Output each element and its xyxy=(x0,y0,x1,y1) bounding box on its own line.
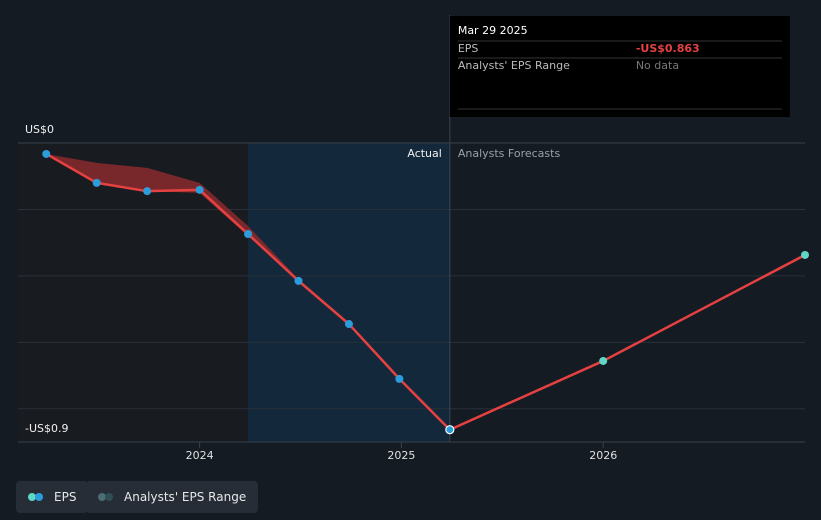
chart: US$0 -US$0.9 2024 2025 2026 Actual Analysts Fo… xyxy=(18,15,809,462)
legend-range[interactable]: Analysts' EPS Range xyxy=(86,481,259,513)
region-label: Analysts Forecasts xyxy=(458,147,561,160)
actual-highlight xyxy=(248,143,450,442)
tooltip xyxy=(449,16,790,117)
tooltip-label: EPS xyxy=(458,42,479,55)
eps-point xyxy=(344,320,353,329)
legend-icon xyxy=(28,492,46,502)
tooltip-value: -US$0.863 xyxy=(636,42,700,55)
legend-label: EPS xyxy=(54,490,77,504)
region-label: Actual xyxy=(407,147,441,160)
tooltip-label: Analysts' EPS Range xyxy=(458,59,570,72)
eps-point xyxy=(395,374,404,383)
x-tick-label: 2026 xyxy=(589,449,617,462)
eps-point xyxy=(42,149,51,158)
eps-point xyxy=(195,185,204,194)
tooltip-value: No data xyxy=(636,59,679,72)
y-tick-label: -US$0.9 xyxy=(25,422,69,435)
y-tick-label: US$0 xyxy=(25,123,54,136)
eps-point xyxy=(599,356,608,365)
legend-label: Analysts' EPS Range xyxy=(124,490,247,504)
eps-point xyxy=(801,250,809,259)
eps-point xyxy=(445,425,455,435)
eps-point xyxy=(244,230,253,239)
tooltip-date: Mar 29 2025 xyxy=(458,24,528,37)
eps-point xyxy=(143,187,152,196)
eps-point xyxy=(294,276,303,285)
x-tick-label: 2025 xyxy=(387,449,415,462)
legend-icon xyxy=(98,492,116,502)
eps-point xyxy=(92,178,101,187)
x-tick-label: 2024 xyxy=(186,449,214,462)
legend-eps[interactable]: EPS xyxy=(16,481,89,513)
